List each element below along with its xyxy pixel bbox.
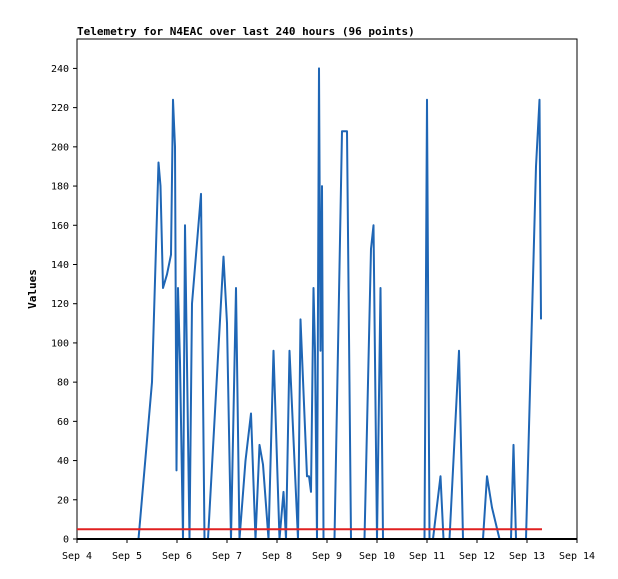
x-tick-label: Sep 11: [409, 551, 445, 562]
x-axis: Sep 4 Sep 5 Sep 6 Sep 7 Sep 8 Sep 9 Sep 10 Sep …: [62, 539, 595, 562]
y-tick-label: 100: [51, 338, 69, 349]
x-tick-label: Sep 14: [559, 551, 595, 562]
y-tick-label: 140: [51, 260, 69, 271]
x-tick-label: Sep 5: [112, 551, 142, 562]
y-tick-label: 20: [57, 495, 69, 506]
x-tick-label: Sep 4: [62, 551, 92, 562]
x-tick-label: Sep 8: [262, 551, 292, 562]
y-tick-label: 240: [51, 64, 69, 75]
x-tick-label: Sep 10: [359, 551, 395, 562]
y-tick-label: 40: [57, 456, 69, 467]
y-tick-label: 0: [63, 535, 69, 546]
y-axis: 0 20 40 60 80 100 120 140 160 180 200 220 240: [51, 64, 77, 546]
x-tick-label: Sep 13: [509, 551, 545, 562]
x-tick-label: Sep 7: [212, 551, 242, 562]
y-tick-label: 60: [57, 417, 69, 428]
y-tick-label: 180: [51, 182, 69, 193]
y-tick-label: 120: [51, 299, 69, 310]
y-tick-label: 80: [57, 378, 69, 389]
series-line-1: [137, 67, 542, 540]
plot-area-frame: [76, 38, 578, 540]
chart-title: Telemetry for N4EAC over last 240 hours …: [77, 25, 415, 38]
y-tick-label: 200: [51, 142, 69, 153]
x-tick-label: Sep 9: [312, 551, 342, 562]
y-tick-label: 160: [51, 221, 69, 232]
series-layer: [77, 67, 577, 540]
y-axis-label: Values: [26, 269, 39, 309]
x-tick-label: Sep 6: [162, 551, 192, 562]
y-tick-label: 220: [51, 103, 69, 114]
x-tick-label: Sep 12: [459, 551, 495, 562]
